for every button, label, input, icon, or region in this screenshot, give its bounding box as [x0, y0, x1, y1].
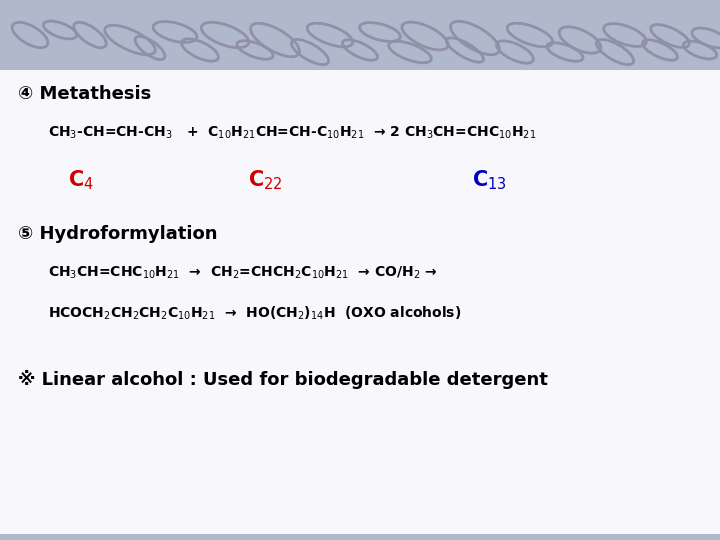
Text: C$_{13}$: C$_{13}$ [472, 168, 507, 192]
Text: CH$_3$CH=CHC$_{10}$H$_{21}$  →  CH$_2$=CHCH$_2$C$_{10}$H$_{21}$  → CO/H$_2$ →: CH$_3$CH=CHC$_{10}$H$_{21}$ → CH$_2$=CHC… [48, 265, 438, 281]
Text: C$_4$: C$_4$ [68, 168, 94, 192]
Text: CH$_3$-CH=CH-CH$_3$   +  C$_{10}$H$_{21}$CH=CH-C$_{10}$H$_{21}$  → 2 CH$_3$CH=CH: CH$_3$-CH=CH-CH$_3$ + C$_{10}$H$_{21}$CH… [48, 125, 536, 141]
Text: C$_{22}$: C$_{22}$ [248, 168, 283, 192]
FancyBboxPatch shape [0, 534, 720, 540]
FancyBboxPatch shape [0, 0, 720, 70]
FancyBboxPatch shape [0, 70, 720, 534]
Text: ⑤ Hydroformylation: ⑤ Hydroformylation [18, 225, 217, 243]
Text: ④ Metathesis: ④ Metathesis [18, 85, 151, 103]
Text: HCOCH$_2$CH$_2$CH$_2$C$_{10}$H$_{21}$  →  HO(CH$_2$)$_{14}$H  (OXO alcohols): HCOCH$_2$CH$_2$CH$_2$C$_{10}$H$_{21}$ → … [48, 305, 462, 322]
Text: ※ Linear alcohol : Used for biodegradable detergent: ※ Linear alcohol : Used for biodegradabl… [18, 370, 548, 389]
